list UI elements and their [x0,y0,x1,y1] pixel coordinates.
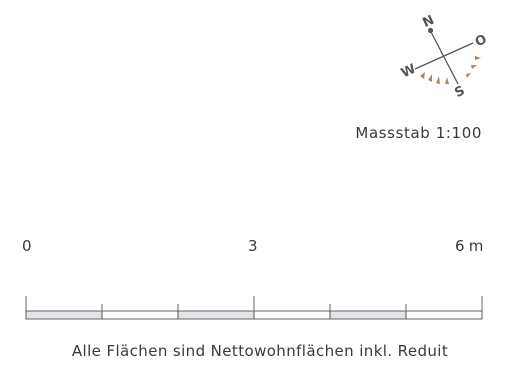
compass-ns-line [429,29,459,85]
sun-markers [420,56,481,84]
scale-tick-6: 6 m [455,237,484,255]
sun-marker [471,65,477,69]
sun-marker [445,77,449,84]
scale-tick-0: 0 [22,237,33,255]
scale-bar [25,296,483,320]
scale-segment [25,310,103,320]
scale-tick-6-value: 6 [455,237,466,255]
scale-segment [253,310,331,320]
scale-unit: m [468,237,484,255]
sun-marker [428,74,432,82]
compass-east-label: O [473,32,489,50]
compass-west-label: W [399,62,418,82]
compass-icon: N O S W [399,13,489,101]
compass-wo-line [414,42,474,70]
sun-marker [436,76,440,84]
area-footnote: Alle Flächen sind Nettowohnflächen inkl.… [71,342,449,360]
scale-tick-3: 3 [248,237,259,255]
compass-south-label: S [452,83,467,101]
scale-segment [405,310,483,320]
scale-label: Massstab 1:100 [355,124,482,142]
scale-segment [177,310,255,320]
sun-marker [466,73,471,78]
sun-marker [475,56,481,60]
compass-north-dot [427,27,434,34]
sun-marker [420,72,425,79]
scale-segment [329,310,407,320]
compass-rose: N O S W [395,10,505,105]
compass-north-label: N [420,13,436,31]
scale-segment [101,310,179,320]
